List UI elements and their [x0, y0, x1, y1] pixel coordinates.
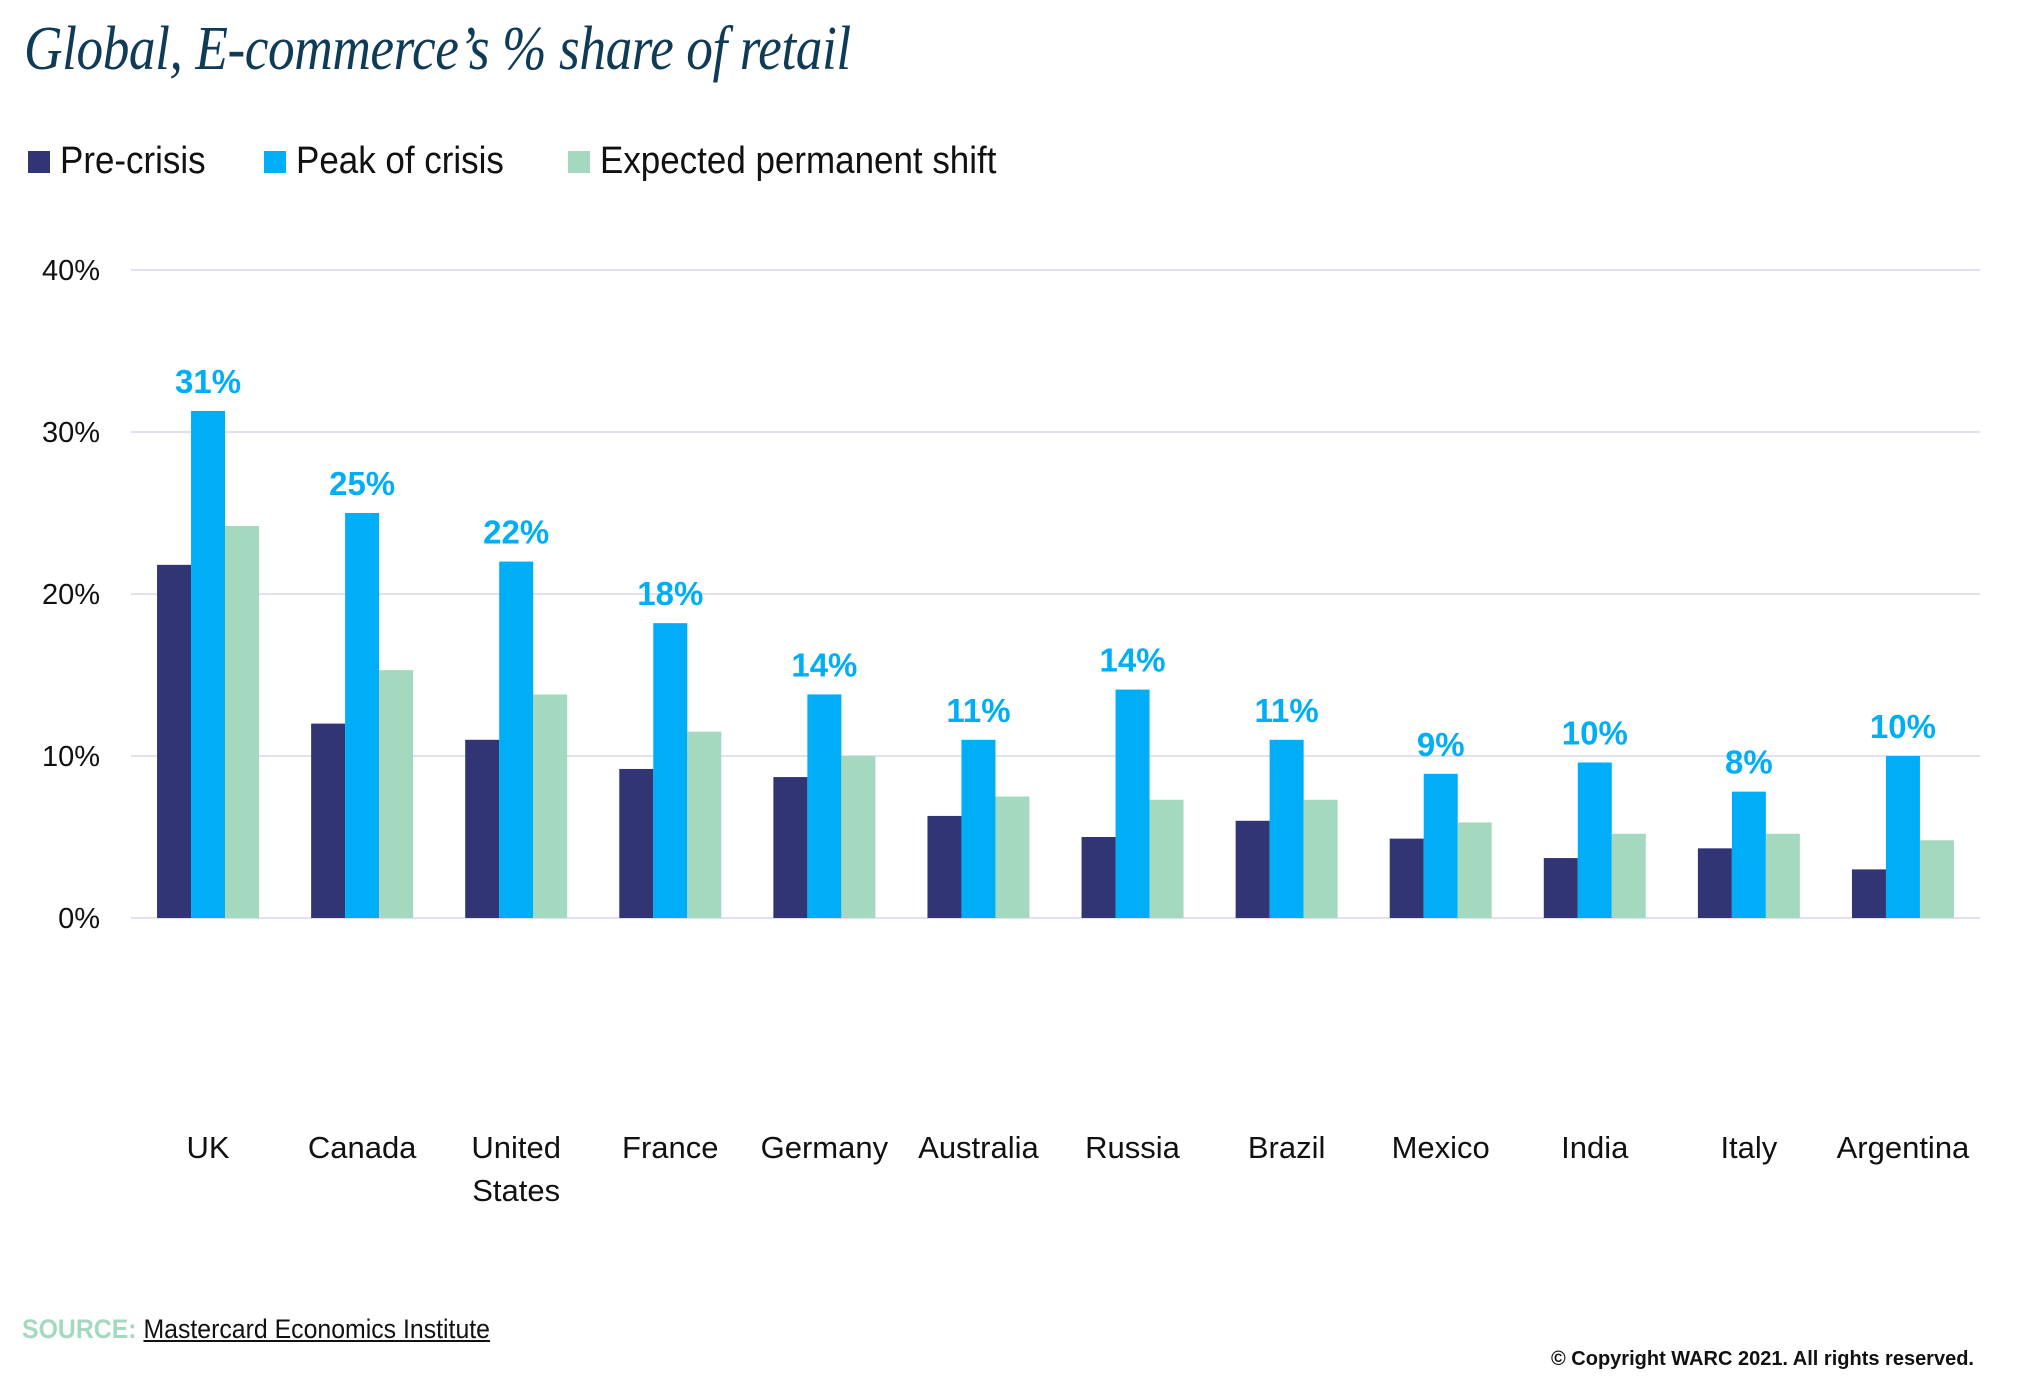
- x-tick-label: States: [472, 1173, 560, 1208]
- legend-item-expected-permanent-shift: Expected permanent shift: [568, 140, 1031, 183]
- x-tick-label: Australia: [918, 1130, 1039, 1165]
- data-label: 18%: [637, 575, 703, 612]
- bar-peak-of-crisis: [807, 694, 842, 918]
- data-label: 9%: [1417, 726, 1465, 763]
- bar-pre-crisis: [619, 768, 654, 918]
- source-line: SOURCE: Mastercard Economics Institute: [22, 1314, 490, 1345]
- data-label: 31%: [175, 363, 241, 400]
- legend-label: Pre-crisis: [60, 140, 206, 182]
- legend-swatch-expected-permanent-shift: [568, 150, 591, 173]
- legend-label: Expected permanent shift: [600, 140, 997, 182]
- bar-expected-permanent-shift: [687, 731, 722, 918]
- bar-peak-of-crisis: [1115, 689, 1150, 918]
- y-tick-label: 10%: [42, 741, 100, 773]
- x-tick-label: Germany: [761, 1130, 889, 1165]
- bar-expected-permanent-shift: [1457, 822, 1492, 918]
- chart-title: Global, E-commerce’s % share of retail: [24, 15, 851, 83]
- bar-peak-of-crisis: [1423, 773, 1458, 918]
- x-tick-label: India: [1561, 1130, 1629, 1165]
- bar-expected-permanent-shift: [1611, 833, 1646, 918]
- x-tick-label: Argentina: [1837, 1130, 1970, 1165]
- data-label: 11%: [1255, 692, 1319, 729]
- bar-pre-crisis: [465, 739, 500, 918]
- bar-pre-crisis: [1389, 838, 1424, 918]
- x-tick-label: UK: [187, 1130, 230, 1165]
- x-tick-label: Italy: [1720, 1130, 1777, 1165]
- bar-expected-permanent-shift: [995, 796, 1030, 918]
- data-label: 11%: [946, 692, 1010, 729]
- data-label: 10%: [1562, 714, 1628, 751]
- bar-expected-permanent-shift: [379, 670, 414, 918]
- bar-expected-permanent-shift: [1149, 799, 1184, 918]
- bar-expected-permanent-shift: [1919, 840, 1954, 918]
- bar-pre-crisis: [1235, 820, 1270, 918]
- data-label: 22%: [483, 514, 549, 551]
- bar-pre-crisis: [1851, 869, 1886, 918]
- data-label: 25%: [329, 465, 395, 502]
- bar-pre-crisis: [1697, 848, 1732, 918]
- bar-peak-of-crisis: [961, 739, 996, 918]
- legend: Pre-crisis Peak of crisis Expected perma…: [28, 140, 1031, 183]
- x-tick-label: Brazil: [1248, 1130, 1326, 1165]
- bar-peak-of-crisis: [1885, 756, 1920, 918]
- legend-swatch-pre-crisis: [28, 150, 50, 173]
- bar-peak-of-crisis: [1577, 762, 1612, 918]
- bar-peak-of-crisis: [653, 623, 688, 918]
- bar-expected-permanent-shift: [1765, 833, 1800, 918]
- bar-pre-crisis: [927, 815, 962, 918]
- bar-peak-of-crisis: [1731, 791, 1766, 918]
- bar-peak-of-crisis: [499, 561, 534, 918]
- bar-pre-crisis: [773, 777, 808, 918]
- y-tick-label: 0%: [58, 903, 100, 935]
- legend-swatch-peak-of-crisis: [264, 150, 287, 173]
- source-label: SOURCE:: [22, 1314, 137, 1344]
- source-link[interactable]: Mastercard Economics Institute: [143, 1314, 490, 1344]
- x-tick-label: Canada: [308, 1130, 417, 1165]
- bar-pre-crisis: [1543, 858, 1578, 918]
- bar-expected-permanent-shift: [533, 694, 568, 918]
- x-tick-label: United: [471, 1130, 561, 1165]
- bar-peak-of-crisis: [345, 513, 380, 918]
- bar-pre-crisis: [311, 723, 346, 918]
- bar-peak-of-crisis: [1269, 739, 1304, 918]
- bar-pre-crisis: [157, 564, 192, 918]
- x-tick-label: Mexico: [1392, 1130, 1490, 1165]
- data-label: 10%: [1870, 708, 1936, 745]
- y-tick-label: 30%: [42, 417, 100, 449]
- y-tick-label: 20%: [42, 579, 100, 611]
- bar-expected-permanent-shift: [841, 756, 876, 918]
- bar-expected-permanent-shift: [1303, 799, 1338, 918]
- x-tick-label: France: [622, 1130, 718, 1165]
- bar-pre-crisis: [1081, 837, 1116, 918]
- data-label: 14%: [791, 646, 857, 683]
- copyright-notice: © Copyright WARC 2021. All rights reserv…: [1551, 1348, 1974, 1370]
- data-label: 8%: [1725, 744, 1773, 781]
- legend-item-pre-crisis: Pre-crisis: [28, 140, 218, 183]
- legend-label: Peak of crisis: [296, 140, 505, 182]
- bar-expected-permanent-shift: [225, 525, 260, 918]
- y-tick-label: 40%: [42, 255, 100, 287]
- legend-item-peak-of-crisis: Peak of crisis: [264, 140, 522, 183]
- x-tick-label: Russia: [1085, 1130, 1181, 1165]
- data-label: 14%: [1100, 642, 1166, 679]
- bar-peak-of-crisis: [191, 410, 226, 918]
